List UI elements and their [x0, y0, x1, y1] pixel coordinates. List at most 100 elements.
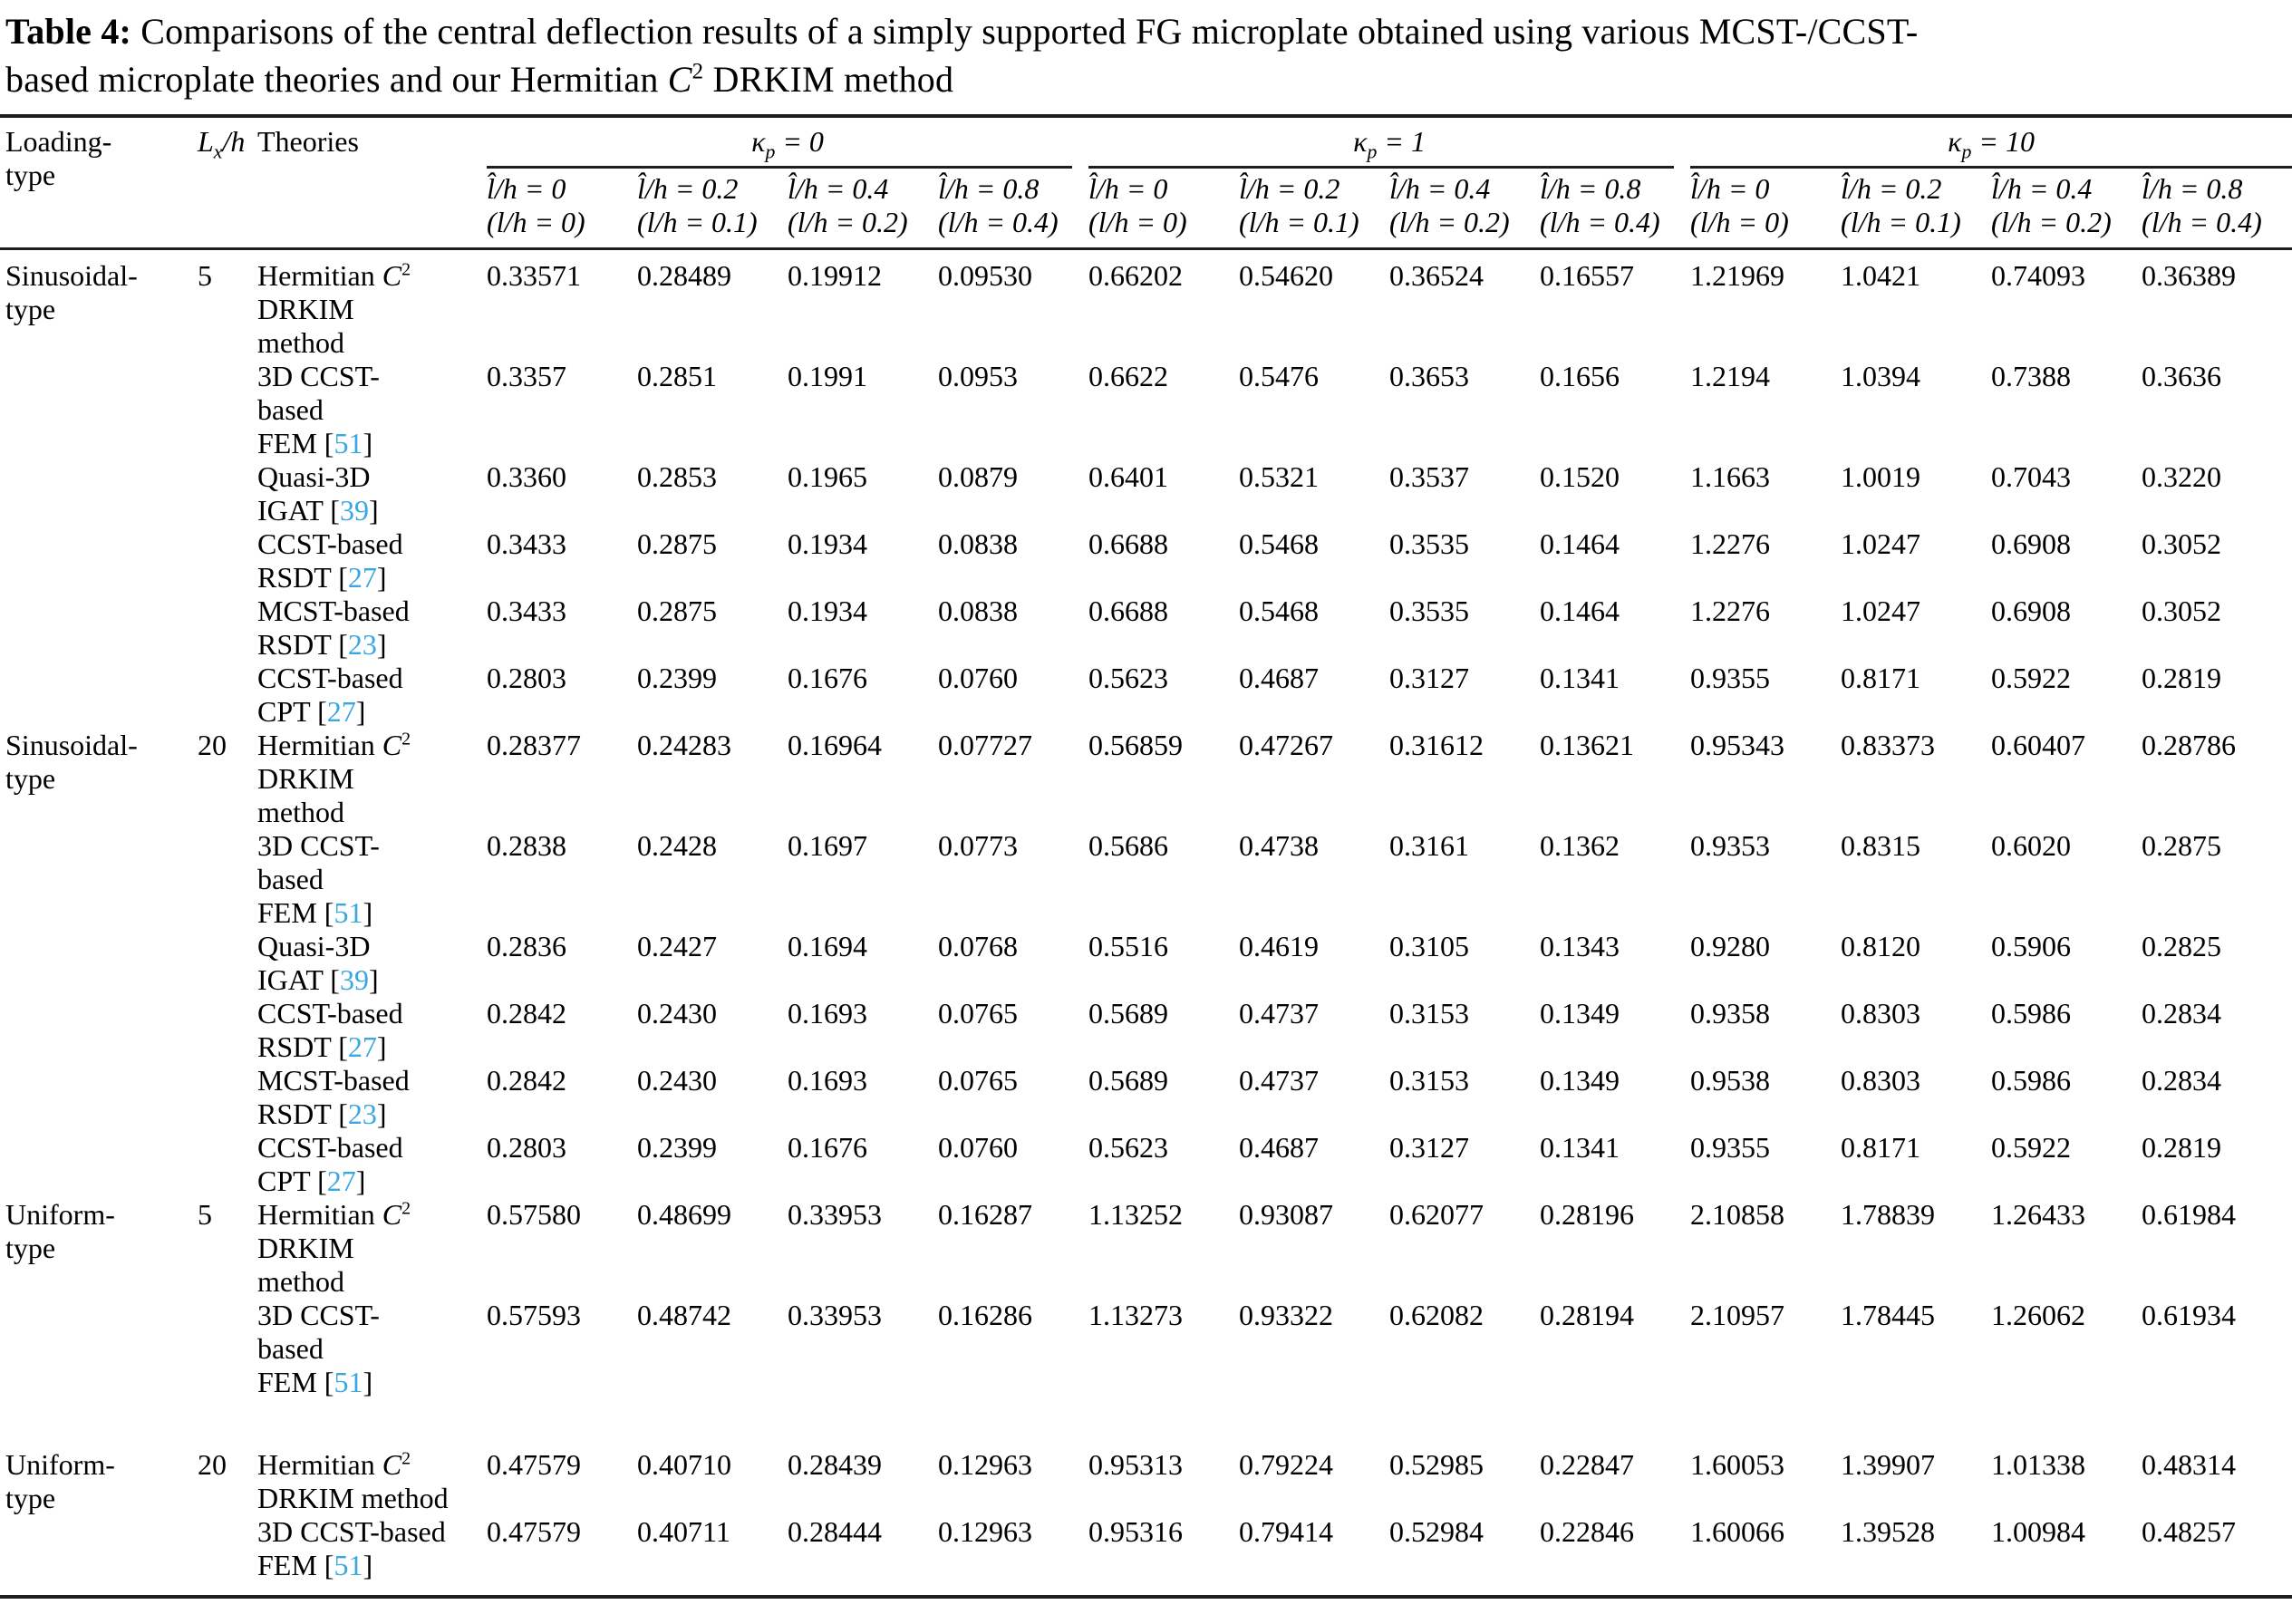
citation-ref[interactable]: 23: [347, 628, 377, 661]
value-cell: 0.1520: [1540, 460, 1620, 493]
subcol-top-label: l̂/h = 0.8: [2142, 172, 2243, 205]
table-row: Quasi-3D IGAT [39] 0.3360 0.2853 0.1965 0.087…: [0, 460, 2292, 527]
theory-cell: Hermitian C2 DRKIM method: [257, 1448, 449, 1514]
table-row: Uniform-type 20 Hermitian C2 DRKIM method 0.…: [0, 1399, 2292, 1515]
value-cell: 0.2842: [487, 1064, 566, 1097]
value-cell: 0.2875: [637, 527, 717, 560]
value-cell: 0.74093: [1991, 259, 2086, 292]
value-cell: 0.2875: [637, 594, 717, 627]
header-row-main: Loading- type Lx/h Theories κp = 0 κp = …: [0, 116, 2292, 250]
value-cell: 0.16964: [788, 729, 882, 761]
value-cell: 0.5623: [1088, 1131, 1169, 1164]
citation-ref[interactable]: 51: [334, 896, 363, 929]
value-cell: 0.1693: [788, 1064, 867, 1097]
value-cell: 1.00984: [1991, 1515, 2086, 1548]
value-cell: 0.5922: [1991, 1131, 2072, 1164]
citation-ref[interactable]: 23: [347, 1097, 377, 1130]
value-cell: 0.31612: [1389, 729, 1484, 761]
subcol-header: l̂/h = 0.4 (l/h = 0.2): [1991, 169, 2142, 250]
header-group-kp0: κp = 0: [487, 116, 1088, 161]
loading-type-cell: Sinusoidal-type: [5, 259, 138, 325]
value-cell: 0.1341: [1540, 1131, 1620, 1164]
value-cell: 0.57580: [487, 1198, 581, 1231]
theory-cell: CCST-based RSDT [27]: [257, 997, 403, 1063]
table-row: 3D CCST-based FEM [51] 0.3357 0.2851 0.1991 0…: [0, 360, 2292, 460]
header-rule-row: [0, 159, 2292, 169]
value-cell: 0.4687: [1239, 1131, 1320, 1164]
value-cell: 1.0019: [1841, 460, 1921, 493]
value-cell: 0.2819: [2142, 662, 2222, 694]
subcol-bottom-label: (l/h = 0.1): [1841, 206, 1961, 238]
subcol-bottom-label: (l/h = 0): [487, 206, 585, 238]
value-cell: 0.48699: [637, 1198, 731, 1231]
kappa-value: = 10: [1971, 125, 2035, 158]
kappa-subscript: p: [1961, 140, 1972, 163]
value-cell: 0.8171: [1841, 662, 1921, 694]
header-theories: Theories: [257, 116, 487, 250]
citation-ref[interactable]: 39: [339, 963, 369, 996]
lxh-subscript: x: [213, 140, 223, 163]
value-cell: 1.2276: [1690, 527, 1771, 560]
value-cell: 0.1991: [788, 360, 867, 392]
value-cell: 0.3127: [1389, 1131, 1470, 1164]
value-cell: 0.5689: [1088, 997, 1169, 1030]
value-cell: 0.36389: [2142, 259, 2237, 292]
citation-ref[interactable]: 27: [326, 695, 356, 728]
value-cell: 0.61934: [2142, 1299, 2237, 1331]
subheader-row: l̂/h = 0 (l/h = 0) l̂/h = 0.2 (l/h = 0.1) l̂…: [0, 169, 2292, 250]
value-cell: 0.16286: [938, 1299, 1032, 1331]
value-cell: 0.3052: [2142, 594, 2222, 627]
subcol-bottom-label: (l/h = 0.2): [788, 206, 908, 238]
value-cell: 0.2851: [637, 360, 717, 392]
value-cell: 1.13252: [1088, 1198, 1184, 1231]
citation-ref[interactable]: 27: [326, 1165, 356, 1197]
value-cell: 0.2399: [637, 1131, 717, 1164]
value-cell: 0.1343: [1540, 930, 1620, 962]
citation-ref[interactable]: 27: [347, 1030, 377, 1063]
kappa-symbol: κ: [1353, 125, 1368, 158]
value-cell: 0.48314: [2142, 1448, 2237, 1481]
value-cell: 0.4619: [1239, 930, 1320, 962]
value-cell: 1.1663: [1690, 460, 1771, 493]
kappa-value: = 0: [775, 125, 824, 158]
value-cell: 2.10957: [1690, 1299, 1785, 1331]
loading-type-cell: [0, 662, 198, 729]
value-cell: 0.0838: [938, 527, 1018, 560]
citation-ref[interactable]: 39: [339, 494, 369, 527]
value-cell: 0.0773: [938, 829, 1018, 862]
value-cell: 0.0760: [938, 662, 1018, 694]
citation-ref[interactable]: 51: [334, 1549, 363, 1581]
value-cell: 0.33953: [788, 1299, 882, 1331]
value-cell: 0.5476: [1239, 360, 1320, 392]
subcol-top-label: l̂/h = 0.2: [1239, 172, 1340, 205]
value-cell: 0.3220: [2142, 460, 2222, 493]
citation-ref[interactable]: 27: [347, 561, 377, 594]
citation-ref[interactable]: 51: [334, 1366, 363, 1398]
subcol-top-label: l̂/h = 0.2: [1841, 172, 1942, 205]
value-cell: 0.1464: [1540, 594, 1620, 627]
value-cell: 0.40711: [637, 1515, 730, 1548]
group-rule-kp10: [1690, 159, 2292, 169]
value-cell: 0.52984: [1389, 1515, 1484, 1548]
subcol-top-label: l̂/h = 0: [1690, 172, 1770, 205]
value-cell: 0.3535: [1389, 594, 1470, 627]
lxh-cell: [198, 460, 257, 527]
value-cell: 0.6908: [1991, 527, 2072, 560]
value-cell: 0.5906: [1991, 930, 2072, 962]
subcol-header: l̂/h = 0.2 (l/h = 0.1): [1239, 169, 1390, 250]
value-cell: 1.13273: [1088, 1299, 1184, 1331]
subcol-bottom-label: (l/h = 0.2): [1389, 206, 1510, 238]
value-cell: 0.33953: [788, 1198, 882, 1231]
citation-ref[interactable]: 51: [334, 427, 363, 459]
value-cell: 0.28377: [487, 729, 581, 761]
kappa-subscript: p: [1367, 140, 1378, 163]
value-cell: 0.5468: [1239, 594, 1320, 627]
lxh-cell: [198, 1064, 257, 1131]
value-cell: 0.3357: [487, 360, 566, 392]
value-cell: 0.6908: [1991, 594, 2072, 627]
lxh-cell: [198, 594, 257, 662]
value-cell: 0.28444: [788, 1515, 882, 1548]
lxh-cell: [198, 1515, 257, 1597]
value-cell: 0.1693: [788, 997, 867, 1030]
caption-c-symbol: C: [667, 59, 692, 100]
